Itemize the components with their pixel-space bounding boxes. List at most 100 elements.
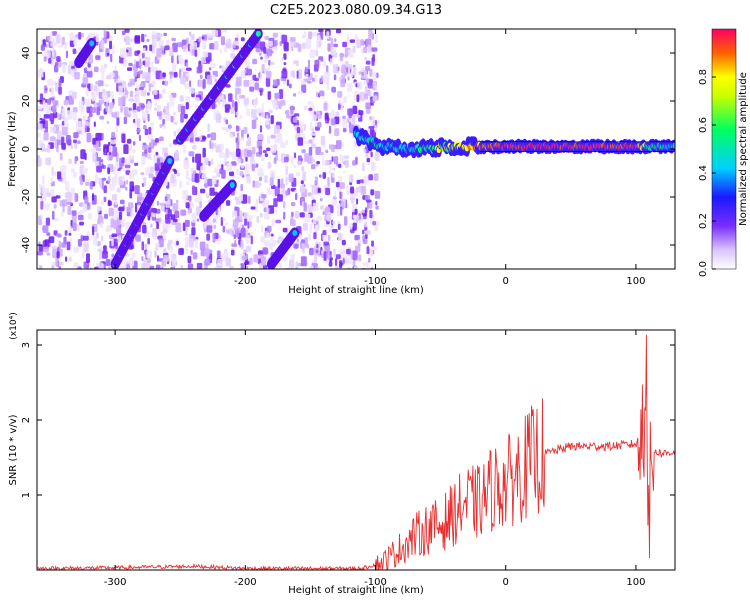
spectrogram-noise-cell [331,144,335,152]
spectrogram-noise-cell [337,91,343,98]
spectrogram-noise-cell [91,94,97,102]
spectrogram-noise-cell [140,104,145,109]
spectrogram-noise-cell [95,140,99,148]
spectrogram-noise-cell [46,144,51,153]
spectrogram-noise-cell [240,263,245,269]
spectrogram-noise-cell [136,84,140,94]
spectrogram-noise-cell [366,158,371,163]
spectrogram-noise-cell [224,108,230,113]
spectrogram-noise-cell [173,71,178,78]
spectrogram-noise-cell [200,165,206,172]
spectrogram-noise-cell [342,41,348,48]
spectrogram-y-axis-label: Frequency (Hz) [7,111,18,187]
spectrogram-noise-cell [83,261,90,269]
spectrogram-noise-cell [285,166,288,176]
spectrogram-noise-cell [69,256,72,262]
spectrogram-noise-cell [355,186,361,193]
spectrogram-noise-cell [48,236,55,244]
spectrogram-noise-cell [122,162,125,167]
spectrogram-noise-cell [371,47,378,52]
spectrogram-noise-cell [274,186,280,196]
spectrogram-noise-cell [141,256,144,262]
spectrogram-noise-cell [319,90,325,97]
spectrogram-noise-cell [86,106,89,111]
spectrogram-noise-cell [261,256,267,266]
spectrogram-noise-cell [63,99,69,106]
spectrogram-noise-cell [192,252,198,260]
spectrogram-noise-cell [185,181,190,186]
spectrogram-noise-cell [259,89,263,96]
spectrogram-noise-cell [312,218,317,224]
spectrogram-noise-cell [312,136,315,143]
spectrogram-noise-cell [343,96,347,104]
spectrogram-noise-cell [344,54,348,58]
spectrogram-noise-cell [111,132,116,139]
spectrogram-noise-cell [350,82,353,92]
spectrogram-noise-cell [183,160,190,170]
spectrogram-noise-cell [253,254,259,263]
spectrogram-noise-cell [354,34,358,41]
spectrogram-noise-cell [146,153,152,159]
spectrogram-noise-cell [184,219,190,227]
colorbar-tick-label: 0.6 [698,117,709,133]
spectrogram-noise-cell [231,107,235,114]
spectrogram-noise-cell [219,143,224,150]
spectrogram-noise-cell [331,109,335,119]
spectrogram-noise-cell [213,41,219,51]
spectrogram-noise-cell [292,93,297,97]
spectrogram-noise-cell [186,67,192,71]
spectrogram-noise-cell [258,145,263,155]
spectrogram-noise-cell [224,104,231,110]
spectrogram-noise-cell [217,97,221,105]
spectrogram-noise-cell [261,171,264,177]
spectrogram-noise-cell [124,253,129,257]
spectrogram-noise-cell [315,49,318,57]
spectrogram-noise-cell [301,166,305,172]
spectrogram-noise-cell [104,213,108,219]
spectrogram-noise-cell [204,183,209,188]
spectrogram-noise-cell [82,202,88,212]
spectrogram-noise-cell [98,99,105,104]
spectrogram-noise-cell [322,172,327,179]
spectrogram-noise-cell [362,235,366,242]
spectrogram-noise-cell [309,223,313,233]
spectrogram-noise-cell [147,216,151,221]
spectrogram-noise-cell [266,125,271,130]
spectrogram-noise-cell [286,79,290,87]
spectrogram-noise-cell [95,148,101,152]
spectrogram-noise-cell [239,171,244,177]
spectrogram-noise-cell [121,133,126,143]
spectrogram-noise-cell [155,264,161,269]
spectrogram-streak-core [255,30,261,37]
spectrogram-noise-cell [158,238,164,248]
spectrogram-noise-cell [214,78,217,83]
spectrogram-noise-cell [73,111,77,121]
spectrogram-noise-cell [362,162,365,172]
spectrogram-noise-cell [125,186,128,191]
spectrogram-noise-cell [140,90,146,97]
spectrogram-noise-cell [58,86,62,95]
spectrogram-noise-cell [83,242,89,252]
spectrogram-noise-cell [77,239,82,247]
spectrogram-noise-cell [185,170,189,180]
spectrogram-noise-cell [240,70,246,79]
spectrogram-noise-cell [65,256,68,262]
spectrogram-noise-cell [248,195,251,204]
spectrogram-noise-cell [38,156,41,167]
spectrogram-noise-cell [316,161,321,165]
spectrogram-noise-cell [111,253,115,258]
spectrogram-noise-cell [77,140,81,145]
spectrogram-noise-cell [371,161,376,172]
spectrogram-noise-cell [92,226,95,236]
spectrogram-noise-cell [114,174,118,177]
spectrogram-noise-cell [235,33,240,38]
spectrogram-noise-cell [244,216,248,226]
spectrogram-noise-cell [81,250,85,259]
spectrogram-noise-cell [374,151,380,161]
spectrogram-noise-cell [347,64,353,70]
spectrogram-noise-cell [332,196,337,200]
spectrogram-noise-cell [160,204,165,212]
spectrogram-noise-cell [268,64,271,71]
spectrogram-noise-cell [308,31,313,40]
spectrogram-noise-cell [95,81,100,85]
